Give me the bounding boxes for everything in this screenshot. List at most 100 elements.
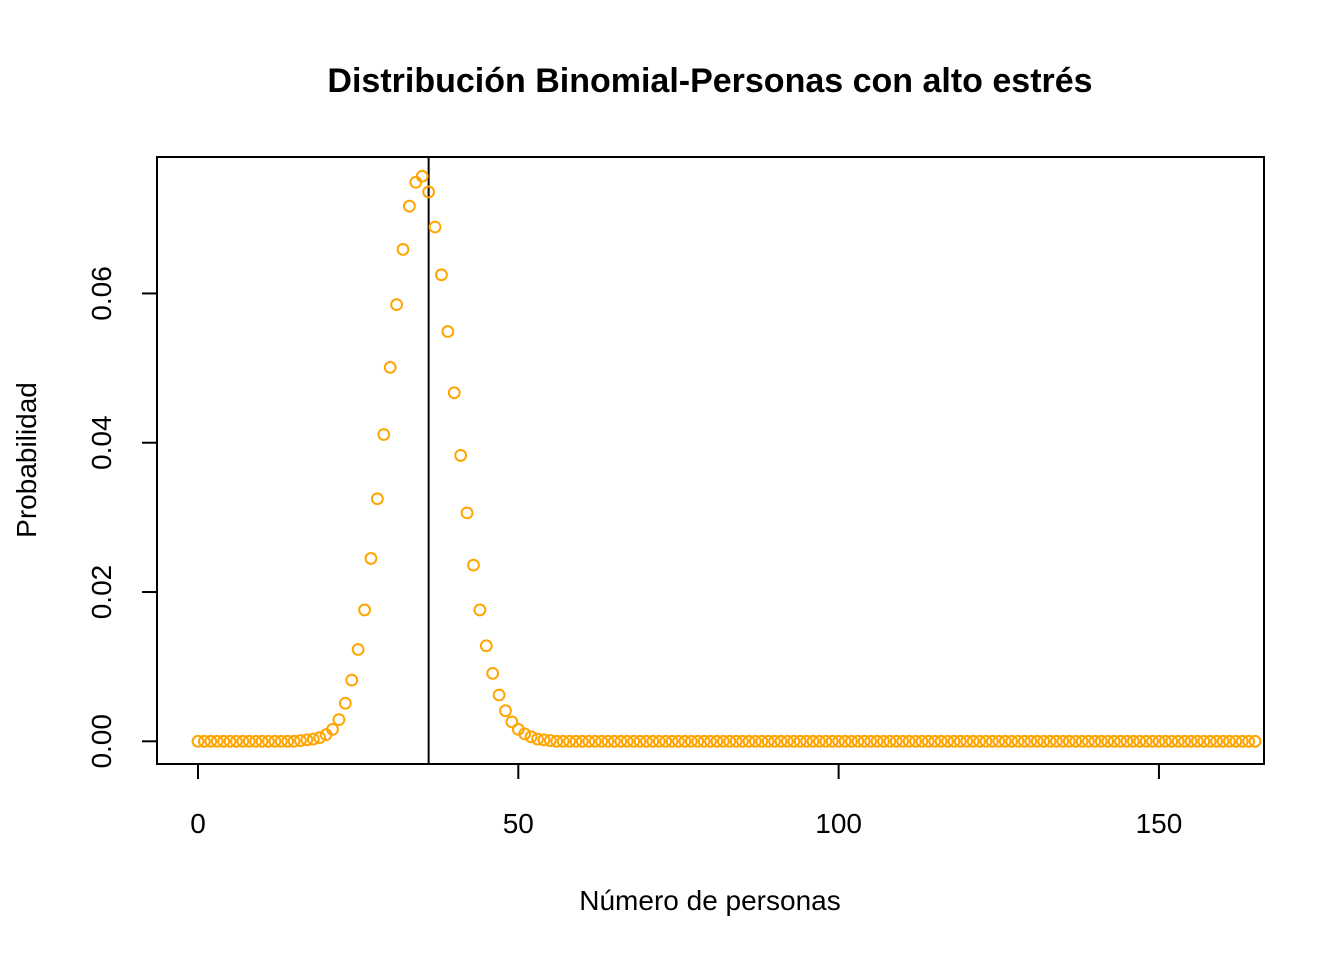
data-point bbox=[313, 731, 327, 744]
data-point bbox=[1248, 734, 1262, 748]
data-point bbox=[678, 734, 692, 748]
data-point bbox=[262, 734, 275, 748]
data-point bbox=[646, 734, 660, 748]
data-point bbox=[793, 734, 807, 748]
data-point bbox=[889, 734, 903, 748]
data-point bbox=[973, 734, 986, 748]
data-point bbox=[569, 734, 583, 748]
data-point bbox=[550, 734, 564, 748]
data-point bbox=[665, 734, 679, 748]
x-axis-label: Número de personas bbox=[579, 885, 840, 916]
data-point bbox=[1062, 734, 1076, 748]
data-point bbox=[230, 734, 243, 748]
data-point bbox=[710, 734, 724, 748]
data-point bbox=[1223, 734, 1236, 748]
data-point bbox=[608, 734, 621, 748]
data-point bbox=[813, 734, 826, 748]
data-point bbox=[915, 734, 929, 748]
data-point bbox=[1037, 734, 1051, 748]
data-point bbox=[255, 734, 269, 748]
y-axis-label: Probabilidad bbox=[11, 382, 42, 538]
y-tick-label: 0.00 bbox=[86, 714, 117, 769]
data-point bbox=[761, 734, 775, 748]
data-point bbox=[524, 730, 538, 744]
data-point bbox=[531, 732, 544, 746]
data-point bbox=[460, 506, 474, 520]
data-point bbox=[223, 734, 237, 748]
data-point bbox=[652, 734, 666, 748]
data-point bbox=[672, 734, 685, 748]
data-point bbox=[1120, 734, 1134, 748]
data-point bbox=[370, 492, 384, 506]
data-point bbox=[934, 734, 948, 748]
data-point bbox=[774, 734, 788, 748]
x-tick-label: 50 bbox=[503, 808, 534, 839]
data-point bbox=[1242, 734, 1256, 748]
data-point bbox=[870, 734, 884, 748]
data-point bbox=[819, 734, 833, 748]
data-point bbox=[832, 734, 846, 748]
data-point bbox=[1030, 734, 1044, 748]
data-point bbox=[800, 734, 813, 748]
data-point bbox=[960, 734, 974, 748]
data-point bbox=[390, 298, 403, 312]
data-point bbox=[723, 734, 737, 748]
data-point bbox=[838, 734, 852, 748]
chart-title: Distribución Binomial-Personas con alto … bbox=[327, 62, 1092, 100]
data-point bbox=[473, 603, 487, 617]
data-point bbox=[979, 734, 993, 748]
x-tick-label: 150 bbox=[1136, 808, 1183, 839]
data-point bbox=[1094, 734, 1108, 748]
data-point bbox=[204, 734, 218, 748]
data-point bbox=[1165, 734, 1179, 748]
data-point bbox=[998, 734, 1012, 748]
data-point bbox=[953, 734, 967, 748]
data-point bbox=[1146, 734, 1159, 748]
data-point bbox=[1216, 734, 1230, 748]
data-point bbox=[787, 734, 801, 748]
data-point bbox=[236, 734, 250, 748]
data-point bbox=[543, 734, 557, 747]
data-point bbox=[992, 734, 1006, 748]
data-point bbox=[428, 220, 442, 234]
data-point bbox=[198, 734, 211, 748]
data-point bbox=[454, 449, 468, 462]
data-point bbox=[210, 734, 224, 748]
data-point bbox=[383, 360, 397, 374]
data-point bbox=[217, 734, 231, 748]
y-tick-label: 0.02 bbox=[86, 565, 117, 620]
data-point bbox=[684, 734, 698, 748]
data-point bbox=[1075, 734, 1089, 748]
data-point bbox=[345, 673, 359, 687]
data-point bbox=[1056, 734, 1070, 748]
data-point bbox=[851, 734, 865, 748]
data-point bbox=[505, 715, 519, 729]
data-point bbox=[351, 643, 365, 656]
data-point bbox=[966, 734, 980, 748]
data-point bbox=[435, 268, 448, 282]
data-points bbox=[191, 169, 1262, 748]
data-point bbox=[326, 722, 339, 736]
data-point bbox=[1126, 734, 1140, 748]
data-point bbox=[1158, 734, 1172, 748]
data-point bbox=[582, 734, 596, 748]
data-point bbox=[1088, 734, 1102, 748]
data-point bbox=[1101, 734, 1115, 748]
data-point bbox=[563, 734, 576, 748]
data-point bbox=[492, 688, 506, 702]
data-point bbox=[697, 734, 711, 748]
data-point bbox=[1107, 734, 1121, 748]
data-point bbox=[941, 734, 954, 748]
data-point bbox=[191, 734, 205, 748]
data-point bbox=[1133, 734, 1147, 748]
data-point bbox=[441, 325, 455, 338]
data-point bbox=[748, 734, 762, 748]
data-point bbox=[268, 734, 282, 748]
data-point bbox=[1011, 734, 1025, 748]
data-point bbox=[883, 734, 897, 748]
data-point bbox=[499, 704, 512, 718]
data-point bbox=[1229, 734, 1243, 748]
data-point bbox=[902, 734, 916, 748]
data-point bbox=[825, 734, 839, 748]
data-point bbox=[249, 734, 263, 748]
